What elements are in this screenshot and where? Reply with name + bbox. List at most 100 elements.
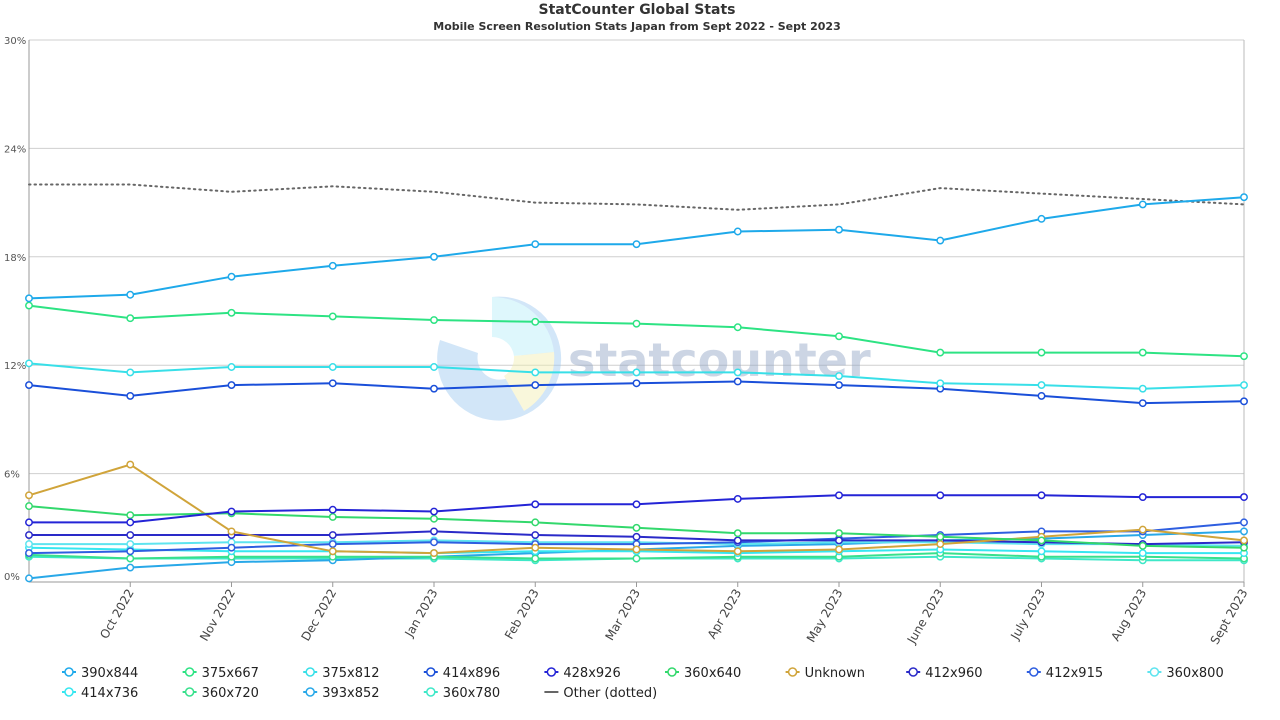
data-point[interactable] [227, 381, 236, 390]
data-point[interactable] [1138, 348, 1147, 357]
data-point[interactable] [227, 543, 236, 552]
data-point[interactable] [531, 500, 540, 509]
data-point[interactable] [1240, 352, 1248, 361]
data-point[interactable] [25, 359, 33, 368]
data-point[interactable] [430, 538, 438, 547]
data-point[interactable] [126, 531, 135, 539]
data-point[interactable] [531, 368, 540, 377]
data-point[interactable] [25, 294, 33, 303]
data-point[interactable] [126, 391, 135, 400]
data-point[interactable] [936, 379, 945, 388]
data-point[interactable] [25, 381, 33, 390]
data-point[interactable] [733, 227, 742, 236]
data-point[interactable] [733, 377, 742, 386]
data-point[interactable] [126, 518, 135, 527]
data-point[interactable] [25, 574, 33, 583]
data-point[interactable] [430, 316, 438, 324]
data-point[interactable] [1037, 547, 1046, 556]
data-point[interactable] [936, 540, 945, 549]
data-point[interactable] [531, 381, 540, 390]
legend-item[interactable]: 360x800 [1147, 666, 1224, 681]
data-point[interactable] [1138, 384, 1147, 393]
data-point[interactable] [1138, 541, 1147, 550]
data-point[interactable] [328, 505, 337, 514]
legend-item[interactable]: 414x896 [423, 666, 500, 681]
data-point[interactable] [328, 312, 337, 321]
data-point[interactable] [1037, 491, 1046, 500]
data-point[interactable] [227, 527, 236, 536]
data-point[interactable] [227, 507, 236, 516]
data-point[interactable] [936, 532, 945, 541]
data-point[interactable] [1240, 536, 1248, 545]
data-point[interactable] [25, 301, 33, 310]
data-point[interactable] [430, 527, 438, 536]
data-point[interactable] [936, 348, 945, 357]
data-point[interactable] [733, 494, 742, 503]
legend-item[interactable]: 390x844 [62, 666, 138, 681]
data-point[interactable] [1138, 399, 1147, 408]
data-point[interactable] [733, 529, 742, 538]
data-point[interactable] [632, 500, 641, 509]
data-point[interactable] [835, 545, 843, 554]
data-point[interactable] [25, 502, 33, 511]
data-point[interactable] [835, 529, 843, 538]
data-point[interactable] [1240, 543, 1248, 552]
data-point[interactable] [632, 532, 641, 541]
data-point[interactable] [1240, 493, 1248, 502]
data-point[interactable] [632, 554, 641, 563]
data-point[interactable] [126, 563, 135, 572]
data-point[interactable] [126, 314, 135, 323]
data-point[interactable] [430, 252, 438, 261]
data-point[interactable] [835, 491, 843, 500]
data-point[interactable] [531, 531, 540, 539]
data-point[interactable] [328, 531, 337, 539]
data-point[interactable] [1138, 200, 1147, 209]
data-point[interactable] [936, 236, 945, 245]
data-point[interactable] [126, 368, 135, 377]
data-point[interactable] [632, 379, 641, 388]
data-point[interactable] [1138, 525, 1147, 534]
data-point[interactable] [430, 549, 438, 558]
data-point[interactable] [1240, 527, 1248, 536]
legend-item[interactable]: 375x812 [303, 666, 380, 681]
data-point[interactable] [328, 363, 337, 371]
data-point[interactable] [1037, 381, 1046, 390]
data-point[interactable] [835, 225, 843, 234]
data-point[interactable] [126, 511, 135, 520]
data-point[interactable] [25, 491, 33, 500]
data-point[interactable] [1240, 518, 1248, 527]
data-point[interactable] [936, 491, 945, 500]
data-point[interactable] [328, 540, 337, 549]
data-point[interactable] [531, 554, 540, 563]
data-point[interactable] [1138, 493, 1147, 502]
data-point[interactable] [430, 507, 438, 516]
data-point[interactable] [632, 368, 641, 377]
data-point[interactable] [1037, 536, 1046, 545]
data-point[interactable] [835, 381, 843, 390]
data-point[interactable] [328, 547, 337, 556]
data-point[interactable] [227, 308, 236, 317]
data-point[interactable] [227, 363, 236, 371]
data-point[interactable] [1037, 348, 1046, 357]
data-point[interactable] [126, 460, 135, 469]
data-point[interactable] [328, 513, 337, 521]
data-point[interactable] [733, 536, 742, 545]
legend-item[interactable]: 412x960 [906, 666, 983, 681]
data-point[interactable] [531, 317, 540, 326]
legend-item[interactable]: 412x915 [1026, 666, 1103, 681]
data-point[interactable] [531, 543, 540, 552]
data-point[interactable] [328, 261, 337, 270]
legend-item[interactable]: 393x852 [303, 686, 380, 701]
data-point[interactable] [632, 523, 641, 532]
data-point[interactable] [531, 240, 540, 249]
legend-item[interactable]: 360x780 [423, 686, 500, 701]
data-point[interactable] [1240, 193, 1248, 202]
legend-item[interactable]: 375x667 [182, 666, 259, 681]
data-point[interactable] [1037, 214, 1046, 223]
legend-item[interactable]: 414x736 [62, 686, 138, 701]
data-point[interactable] [430, 363, 438, 371]
data-point[interactable] [1138, 549, 1147, 558]
legend-item[interactable]: Unknown [785, 666, 865, 681]
data-point[interactable] [1240, 381, 1248, 390]
data-point[interactable] [835, 536, 843, 545]
